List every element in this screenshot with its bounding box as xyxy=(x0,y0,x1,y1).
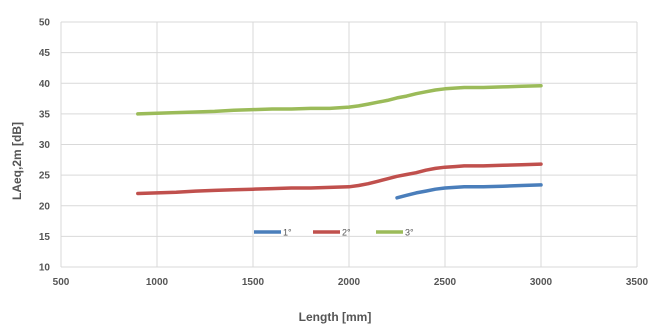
legend: 1° 2° 3° xyxy=(254,228,414,238)
series-lines xyxy=(136,83,543,200)
series-line-1 xyxy=(395,183,543,200)
legend-label-3: 3° xyxy=(405,228,414,238)
y-tick-label: 25 xyxy=(39,171,51,182)
y-tick-label: 35 xyxy=(39,109,51,120)
y-tick-label: 50 xyxy=(39,18,51,29)
series-line-3 xyxy=(136,83,543,116)
y-tick-label: 15 xyxy=(39,232,51,243)
legend-label-2: 2° xyxy=(342,228,351,238)
y-tick-label: 20 xyxy=(39,201,51,212)
x-tick-label: 3500 xyxy=(626,277,648,288)
x-tick-label: 2500 xyxy=(434,277,457,288)
x-tick-label: 500 xyxy=(53,277,70,288)
y-tick-label: 30 xyxy=(39,140,51,151)
series-line-2 xyxy=(136,162,543,196)
y-axis-title: LAeq,2m [dB] xyxy=(10,122,24,200)
x-axis-title: Length [mm] xyxy=(299,310,372,324)
legend-label-1: 1° xyxy=(283,228,292,238)
x-tick-label: 2000 xyxy=(338,277,361,288)
y-axis-tick-labels: 10 15 20 25 30 35 40 45 50 xyxy=(39,18,51,274)
y-tick-label: 10 xyxy=(39,263,51,274)
x-tick-label: 3000 xyxy=(530,277,553,288)
x-tick-label: 1500 xyxy=(242,277,265,288)
gridlines xyxy=(60,21,638,268)
y-tick-label: 40 xyxy=(39,79,51,90)
x-tick-label: 1000 xyxy=(146,277,169,288)
y-tick-label: 45 xyxy=(39,48,51,59)
x-axis-tick-labels: 500 1000 1500 2000 2500 3000 3500 xyxy=(53,277,648,288)
